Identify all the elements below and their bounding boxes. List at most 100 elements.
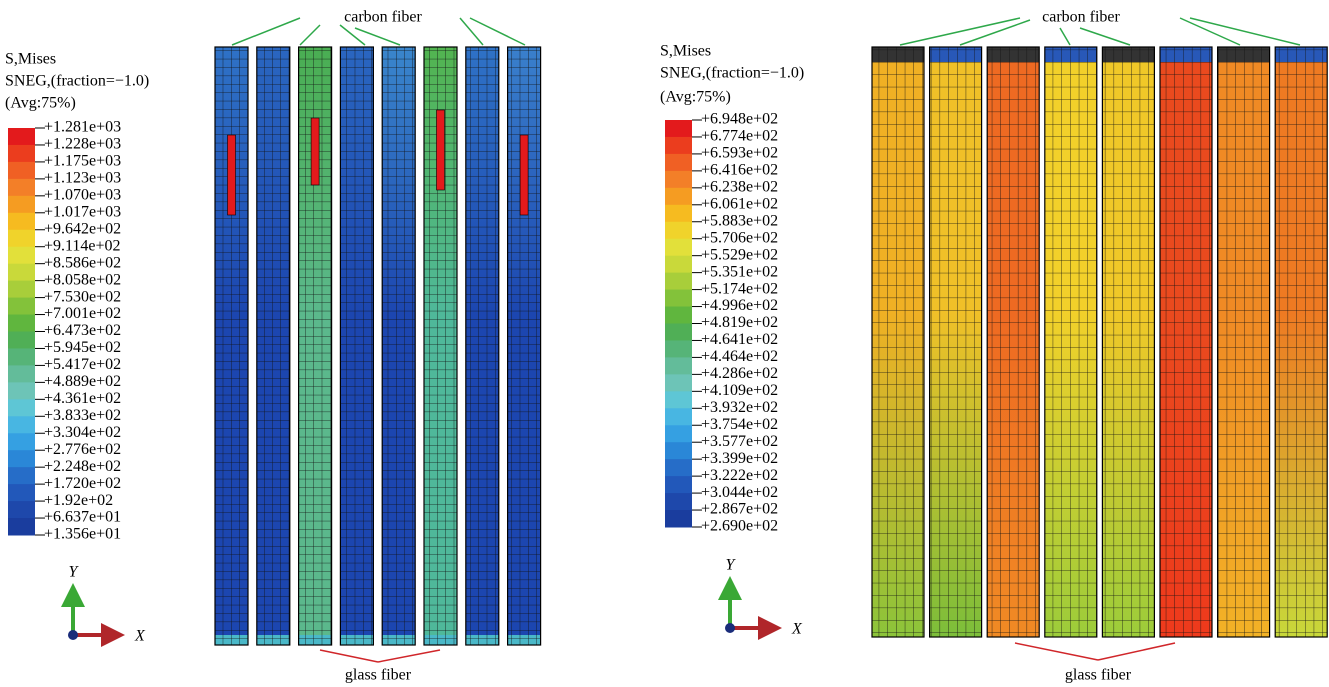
legend-label: +6.637e+01 bbox=[44, 509, 121, 526]
legend-swatch bbox=[665, 272, 692, 291]
legend-label: +9.642e+02 bbox=[44, 220, 121, 237]
carbon-pointer bbox=[459, 17, 484, 46]
legend-swatch bbox=[665, 153, 692, 172]
legend-swatch bbox=[8, 263, 35, 282]
legend-label: +3.932e+02 bbox=[701, 399, 778, 416]
legend-label: +7.001e+02 bbox=[44, 305, 121, 322]
legend-swatch bbox=[8, 382, 35, 400]
legend-swatch bbox=[665, 459, 692, 477]
legend-label: +3.577e+02 bbox=[701, 433, 778, 450]
carbon-pointer bbox=[899, 17, 1021, 46]
legend-swatch bbox=[665, 425, 692, 443]
mesh bbox=[1274, 46, 1328, 638]
legend-label: +5.706e+02 bbox=[701, 229, 778, 246]
legend-swatch bbox=[665, 323, 692, 341]
glass-label: glass fiber bbox=[345, 667, 412, 684]
legend-label: +6.774e+02 bbox=[701, 128, 778, 145]
legend-label: +2.690e+02 bbox=[701, 518, 778, 535]
high-stress bbox=[519, 134, 529, 216]
carbon-label: carbon fiber bbox=[344, 9, 422, 26]
legend-swatch bbox=[8, 501, 35, 519]
legend-swatch bbox=[665, 255, 692, 274]
legend-label: +4.464e+02 bbox=[701, 348, 778, 365]
legend-label: +5.529e+02 bbox=[701, 246, 778, 263]
legend-label: +9.114e+02 bbox=[44, 237, 121, 254]
legend-label: +3.754e+02 bbox=[701, 416, 778, 433]
legend-label: +8.586e+02 bbox=[44, 254, 121, 271]
axis-x-label: X bbox=[134, 628, 146, 645]
legend-swatch bbox=[8, 314, 35, 332]
legend-title: SNEG,(fraction=−1.0) bbox=[660, 65, 804, 82]
legend-title: S,Mises bbox=[5, 51, 56, 68]
legend-label: +6.948e+02 bbox=[701, 111, 778, 128]
legend-swatch bbox=[8, 484, 35, 502]
carbon-pointer bbox=[1189, 17, 1301, 46]
legend-label: +3.304e+02 bbox=[44, 424, 121, 441]
legend-label: +3.222e+02 bbox=[701, 467, 778, 484]
legend-label: +7.530e+02 bbox=[44, 288, 121, 305]
legend-label: +4.109e+02 bbox=[701, 382, 778, 399]
legend-label: +1.92e+02 bbox=[44, 492, 113, 509]
legend-swatch bbox=[665, 238, 692, 257]
legend-swatch bbox=[8, 161, 35, 180]
axis-y-label: Y bbox=[69, 564, 80, 581]
legend-title: (Avg:75%) bbox=[5, 95, 76, 112]
legend-swatch bbox=[665, 136, 692, 155]
panel: S,Mises SNEG,(fraction=−1.0) (Avg:75%) +1.2… bbox=[5, 9, 542, 684]
glass-label: glass fiber bbox=[1065, 667, 1132, 684]
legend-label: +6.061e+02 bbox=[701, 195, 778, 212]
legend-swatch bbox=[665, 374, 692, 392]
legend-swatch bbox=[665, 289, 692, 308]
axis-origin bbox=[68, 630, 78, 640]
carbon-pointer bbox=[354, 27, 401, 46]
legend-label: +6.593e+02 bbox=[701, 145, 778, 162]
legend-swatch bbox=[665, 204, 692, 223]
glass-pointer bbox=[1097, 642, 1176, 661]
legend-swatch bbox=[8, 365, 35, 383]
mesh bbox=[1101, 46, 1156, 638]
mesh bbox=[928, 46, 983, 638]
legend-label: +1.123e+03 bbox=[44, 170, 121, 187]
legend-swatch bbox=[665, 120, 692, 138]
legend-label: +2.248e+02 bbox=[44, 458, 121, 475]
legend-swatch bbox=[8, 246, 35, 265]
legend-label: +1.356e+01 bbox=[44, 526, 121, 543]
legend-label: +6.473e+02 bbox=[44, 322, 121, 339]
high-stress bbox=[436, 109, 445, 191]
legend-label: +3.399e+02 bbox=[701, 450, 778, 467]
legend-label: +1.281e+03 bbox=[44, 119, 121, 136]
carbon-label: carbon fiber bbox=[1042, 9, 1120, 26]
legend-label: +5.351e+02 bbox=[701, 263, 778, 280]
legend-swatch bbox=[665, 442, 692, 460]
legend-swatch bbox=[665, 306, 692, 324]
legend-label: +5.945e+02 bbox=[44, 339, 121, 356]
mesh bbox=[1159, 46, 1213, 638]
legend-label: +3.833e+02 bbox=[44, 407, 121, 424]
axis-x-label: X bbox=[791, 621, 803, 638]
panel: S,Mises SNEG,(fraction=−1.0) (Avg:75%) +6.9… bbox=[660, 9, 1328, 684]
glass-pointer bbox=[377, 649, 441, 663]
carbon-pointer bbox=[959, 19, 1031, 46]
legend-swatch bbox=[665, 391, 692, 409]
mesh bbox=[465, 46, 500, 646]
mesh bbox=[339, 46, 374, 646]
legend-label: +4.996e+02 bbox=[701, 297, 778, 314]
legend-label: +4.889e+02 bbox=[44, 373, 121, 390]
legend-label: +5.174e+02 bbox=[701, 280, 778, 297]
legend-swatch bbox=[8, 433, 35, 451]
legend-title: SNEG,(fraction=−1.0) bbox=[5, 73, 149, 90]
legend-title: S,Mises bbox=[660, 43, 711, 60]
legend-swatch bbox=[8, 128, 35, 146]
high-stress bbox=[310, 117, 320, 186]
legend-label: +4.641e+02 bbox=[701, 331, 778, 348]
legend-label: +1.720e+02 bbox=[44, 475, 121, 492]
legend-swatch bbox=[8, 280, 35, 299]
legend-label: +6.238e+02 bbox=[701, 179, 778, 196]
glass-pointer bbox=[319, 649, 379, 663]
carbon-pointer bbox=[1179, 17, 1241, 46]
legend-label: +1.070e+03 bbox=[44, 187, 121, 204]
mesh bbox=[256, 46, 291, 646]
legend-label: +1.175e+03 bbox=[44, 153, 121, 170]
mesh bbox=[1044, 46, 1098, 638]
